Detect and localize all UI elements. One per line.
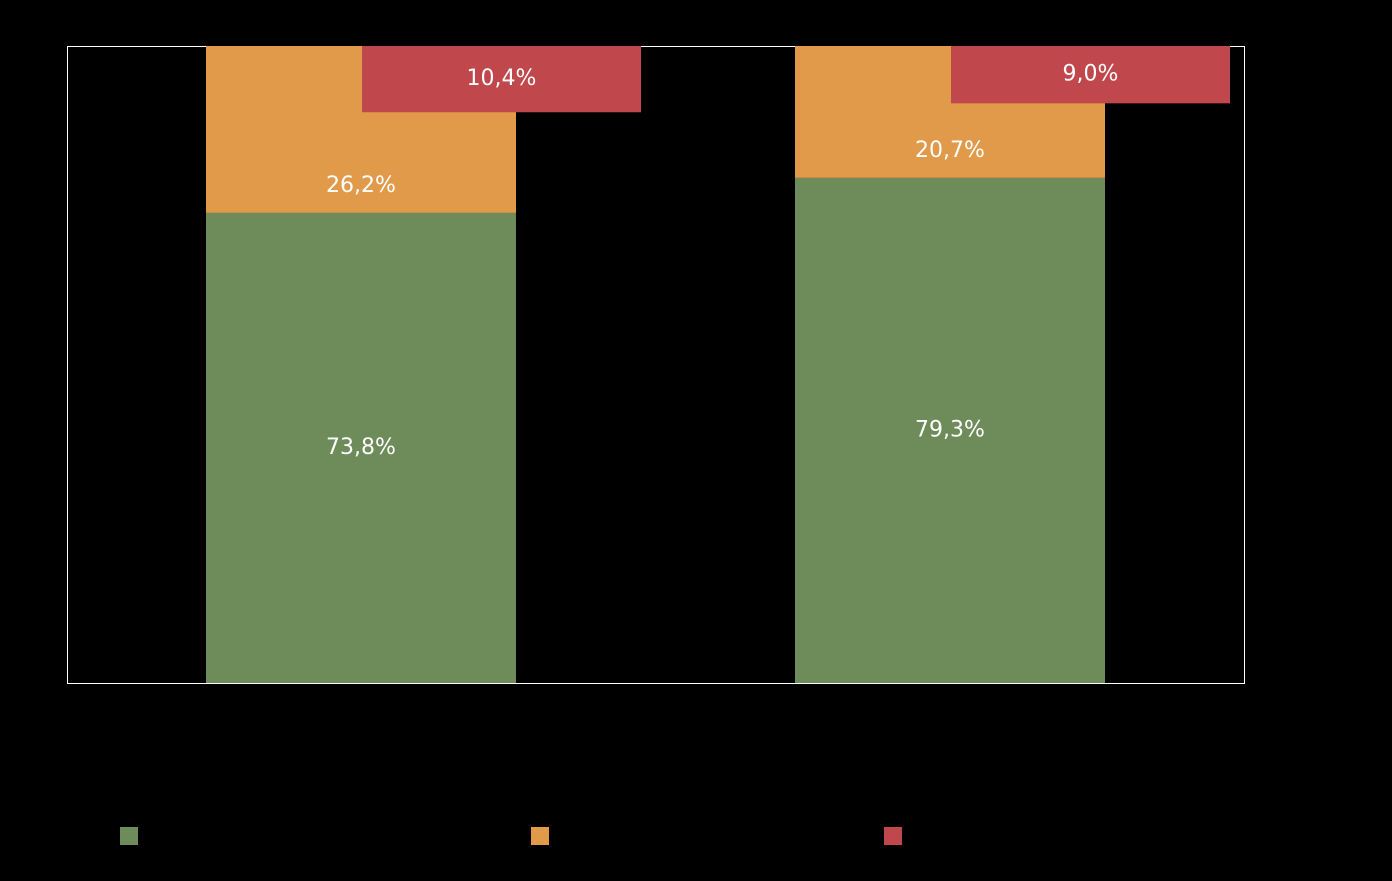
- data-label: 79,3%: [915, 417, 985, 442]
- bar: [362, 46, 641, 113]
- plot-frame: [67, 46, 1245, 684]
- data-label: 10,4%: [467, 66, 537, 91]
- legend-marker: [120, 827, 138, 845]
- data-label: 26,2%: [326, 173, 396, 198]
- bar: [951, 46, 1230, 104]
- legend-marker: [531, 827, 549, 845]
- bar: [795, 177, 1105, 683]
- data-label: 20,7%: [915, 138, 985, 163]
- bar: [206, 212, 516, 684]
- legend-marker: [884, 827, 902, 845]
- data-label: 9,0%: [1063, 62, 1119, 87]
- data-label: 73,8%: [326, 435, 396, 460]
